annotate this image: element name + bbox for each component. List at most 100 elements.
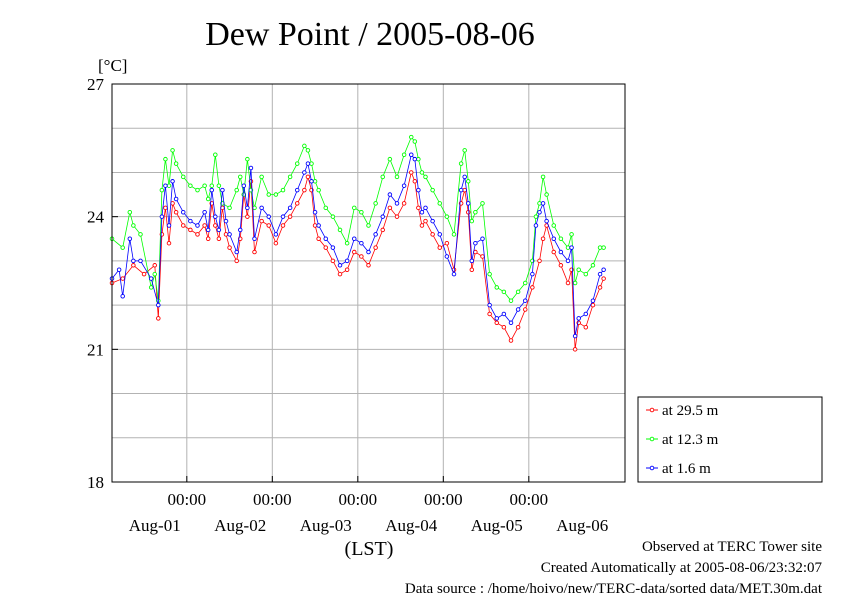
data-point [540,236,546,242]
data-point [205,227,211,233]
data-point [295,161,300,166]
data-point [583,311,589,317]
data-point [312,223,318,228]
footer-observed: Observed at TERC Tower site [642,539,822,555]
data-point [401,183,407,188]
data-point [540,201,546,206]
data-point [234,249,239,255]
data-point [412,179,418,184]
data-point [458,161,464,166]
footer-source: Data source : /home/hoivo/new/TERC-data/… [405,581,823,595]
data-point [494,285,500,290]
data-point [152,271,157,277]
data-point [205,236,211,242]
data-point [163,205,168,211]
data-point [523,280,528,286]
y-tick-label: 18 [87,473,104,492]
data-point [409,134,414,140]
data-point [266,192,272,197]
data-point [590,302,596,308]
data-point [373,201,378,206]
data-point [223,218,229,224]
data-point [469,218,475,224]
data-point [572,347,578,352]
data-point [480,236,485,242]
data-point [523,298,528,303]
data-point [295,201,300,206]
data-point [273,240,279,246]
data-point [237,174,243,180]
data-point [387,205,393,211]
data-point [515,324,521,330]
data-point [337,271,343,277]
data-point [166,183,172,188]
data-point [409,152,414,158]
data-point [170,179,175,184]
data-point [466,201,471,206]
data-point [273,192,279,197]
data-point [359,240,364,246]
data-point [312,209,318,215]
data-point [131,223,136,228]
data-point [394,201,400,206]
data-point [330,245,336,250]
data-point [576,267,581,272]
data-point [508,320,514,326]
data-point [572,280,578,286]
data-point [437,201,443,206]
data-point [173,161,179,166]
data-point [537,209,542,215]
series-3 [109,152,606,339]
data-point [576,316,581,321]
data-point [601,267,606,272]
data-point [444,240,450,246]
data-point [558,236,564,242]
data-point [387,192,393,197]
data-point [280,223,286,228]
data-point [412,139,418,144]
data-point [259,174,264,180]
x-time-tick-label: 00:00 [253,490,292,509]
data-point [287,214,293,219]
x-date-label: Aug-01 [129,516,181,535]
data-point [597,245,603,250]
footer-created: Created Automatically at 2005-08-06/23:3… [541,560,823,576]
data-point [252,249,257,255]
data-point [248,165,254,171]
axis-labels: 18 21 24 27 00:00 00:00 00:00 00:00 00:00 Aug-01 A… [87,75,608,535]
x-axis-label: (LST) [345,538,394,560]
data-point [394,174,400,180]
data-point [180,174,186,180]
data-point [245,205,250,211]
x-time-tick-label: 00:00 [338,490,377,509]
data-point [305,161,311,166]
data-point [508,338,514,343]
data-point [462,148,467,153]
data-point [163,156,168,162]
data-point [159,214,165,219]
data-point [537,258,542,264]
data-point [216,183,222,188]
data-point [487,271,492,277]
data-point [180,209,186,215]
data-point [597,271,603,277]
data-point [373,232,378,237]
data-point [302,170,307,175]
data-point [359,209,364,215]
data-point [416,205,421,211]
legend-marker [649,407,655,413]
data-point [330,214,336,219]
data-point [437,245,443,250]
data-point [458,187,464,193]
data-point [462,174,467,180]
data-point [287,205,293,211]
data-point [237,227,243,233]
data-point [565,258,571,264]
data-point [188,183,193,188]
data-point [209,187,214,193]
data-point [416,156,421,162]
data-point [337,263,343,268]
data-point [544,218,549,224]
data-point [213,223,218,228]
data-point [127,236,133,242]
